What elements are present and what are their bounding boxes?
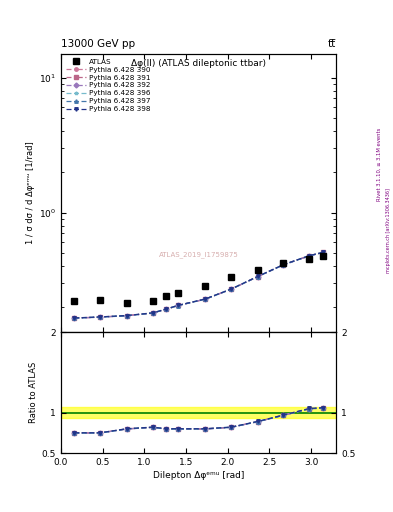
Text: Rivet 3.1.10, ≥ 3.1M events: Rivet 3.1.10, ≥ 3.1M events	[377, 127, 382, 201]
Text: ATLAS_2019_I1759875: ATLAS_2019_I1759875	[159, 251, 238, 258]
Y-axis label: Ratio to ATLAS: Ratio to ATLAS	[29, 362, 37, 423]
Text: mcplots.cern.ch [arXiv:1306.3436]: mcplots.cern.ch [arXiv:1306.3436]	[386, 188, 391, 273]
Legend: ATLAS, Pythia 6.428 390, Pythia 6.428 391, Pythia 6.428 392, Pythia 6.428 396, P: ATLAS, Pythia 6.428 390, Pythia 6.428 39…	[64, 57, 152, 114]
Text: tt̅: tt̅	[328, 38, 336, 49]
X-axis label: Dilepton Δφᵉᵐᵘ [rad]: Dilepton Δφᵉᵐᵘ [rad]	[153, 471, 244, 480]
Bar	[61, 407, 336, 418]
Text: Δφ(ll) (ATLAS dileptonic ttbar): Δφ(ll) (ATLAS dileptonic ttbar)	[131, 59, 266, 68]
Text: 13000 GeV pp: 13000 GeV pp	[61, 38, 135, 49]
Y-axis label: 1 / σ dσ / d Δφᵉᵐᵘ [1/rad]: 1 / σ dσ / d Δφᵉᵐᵘ [1/rad]	[26, 141, 35, 244]
